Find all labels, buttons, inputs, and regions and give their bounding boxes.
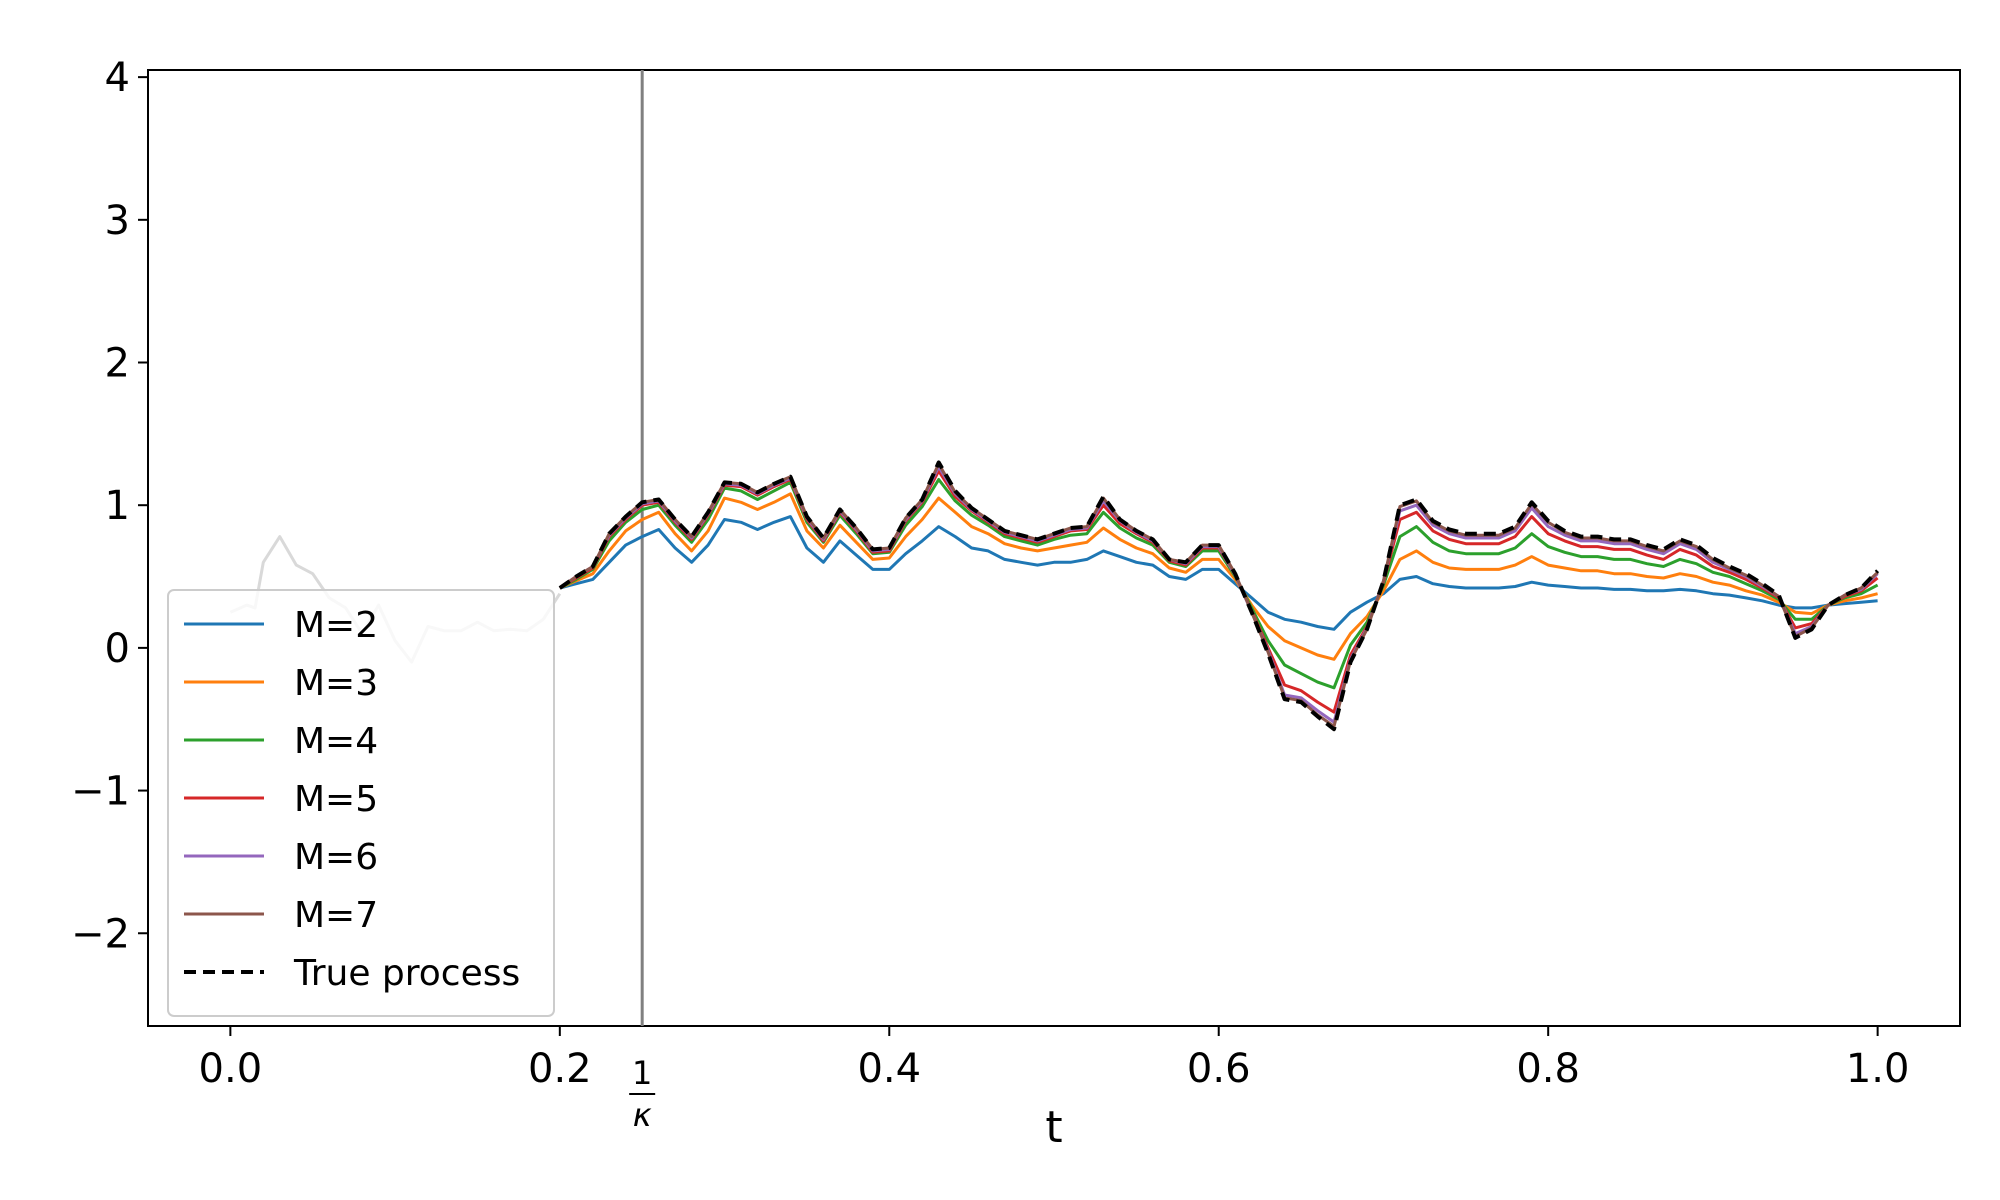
x-tick-label: 0.2	[528, 1046, 592, 1092]
legend-label: M=4	[294, 721, 378, 762]
x-tick-label: 0.8	[1516, 1046, 1580, 1092]
x-tick-label: 0.0	[199, 1046, 263, 1092]
x-axis-label: t	[1045, 1102, 1062, 1153]
legend-label: True process	[293, 953, 520, 994]
legend-box	[167, 589, 555, 1017]
y-tick-label: −1	[71, 769, 130, 815]
x-tick-label: 1.0	[1846, 1046, 1910, 1092]
series-line-1	[559, 492, 1878, 661]
y-tick-label: 3	[105, 198, 130, 244]
y-tick-label: 4	[105, 55, 130, 101]
legend-label: M=7	[294, 895, 378, 936]
legend-label: M=6	[294, 837, 378, 878]
y-tick-label: 1	[105, 483, 130, 529]
x-tick-label: 0.4	[857, 1046, 921, 1092]
x-tick-label: 0.6	[1187, 1046, 1251, 1092]
series-line-0	[559, 515, 1878, 631]
y-axis-ticks: −2 −1 0 1 2 3 4	[71, 55, 148, 957]
series-layer	[558, 460, 1880, 732]
y-tick-label: 2	[105, 341, 130, 387]
x-axis-ticks: 0.0 0.2 0.4 0.6 0.8 1.0	[199, 1026, 1910, 1092]
series-line-6	[558, 460, 1880, 732]
y-tick-label: −2	[71, 911, 130, 957]
legend-label: M=2	[294, 605, 378, 646]
series-line-2	[559, 478, 1879, 690]
kappa-label-numerator: 1	[632, 1054, 652, 1092]
y-tick-label: 0	[105, 626, 130, 672]
legend-label: M=5	[294, 779, 378, 820]
legend: M=2 M=3 M=4 M=5 M=6 M=7 True process	[167, 589, 555, 1017]
kappa-label-denominator: κ	[633, 1096, 652, 1134]
legend-label: M=3	[294, 663, 378, 704]
kappa-vertical-line-layer: 1κ	[629, 70, 656, 1134]
